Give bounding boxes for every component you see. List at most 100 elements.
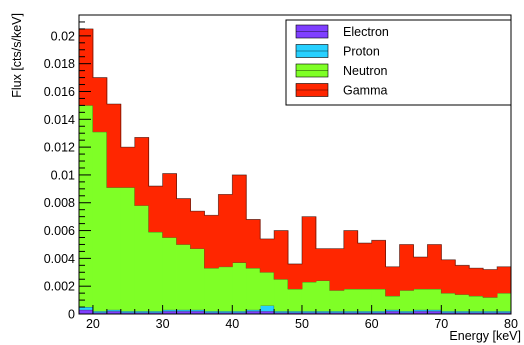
bar-proton (483, 311, 498, 313)
bar-proton (176, 309, 191, 312)
bar-neutron (427, 288, 442, 310)
legend-label-electron: Electron (343, 25, 389, 39)
bar-proton (469, 311, 484, 313)
bar-electron (497, 312, 512, 314)
y-tick-label: 0.012 (44, 141, 75, 155)
bar-electron (204, 312, 219, 314)
bar-neutron (441, 293, 456, 312)
legend-label-neutron: Neutron (343, 64, 388, 78)
y-axis-title: Flux [cts/s/keV] (10, 13, 24, 98)
bar-gamma (357, 243, 373, 289)
bar-gamma (469, 268, 484, 296)
bar-gamma (274, 230, 289, 280)
series-proton (79, 305, 512, 313)
y-tick-label: 0.016 (44, 85, 75, 99)
bar-electron (357, 312, 373, 314)
bar-electron (120, 312, 136, 314)
bar-electron (106, 311, 122, 314)
bar-proton (162, 309, 177, 312)
y-tick-label: 0.004 (44, 252, 75, 266)
bar-gamma (134, 137, 150, 206)
bar-gamma (497, 266, 512, 294)
bar-proton (106, 309, 122, 312)
bar-proton (260, 305, 275, 312)
bar-proton (148, 311, 164, 313)
bar-proton (246, 309, 261, 312)
x-tick-label: 70 (434, 317, 448, 331)
bar-gamma (371, 240, 386, 289)
x-tick-label: 30 (156, 317, 170, 331)
bar-proton (427, 309, 442, 312)
bar-electron (92, 312, 108, 314)
bar-neutron (190, 248, 205, 310)
legend-label-proton: Proton (343, 45, 380, 59)
series-neutron (79, 104, 512, 312)
bar-neutron (288, 288, 303, 312)
bar-gamma (92, 77, 108, 132)
bar-proton (343, 311, 359, 313)
bar-gamma (413, 256, 428, 289)
y-tick-label: 0.002 (44, 280, 75, 294)
x-tick-label: 40 (225, 317, 239, 331)
bar-gamma (329, 248, 345, 291)
bar-proton (232, 311, 247, 313)
bar-gamma (162, 173, 177, 238)
bar-neutron (315, 280, 331, 312)
bar-proton (413, 309, 428, 312)
bar-neutron (371, 288, 386, 312)
bar-neutron (357, 288, 373, 312)
bar-proton (497, 311, 512, 313)
bar-electron (469, 312, 484, 314)
bar-proton (79, 307, 94, 310)
legend: Electron Proton Neutron Gamma (285, 19, 512, 106)
bar-neutron (274, 279, 289, 312)
x-tick-label: 80 (504, 317, 518, 331)
bar-electron (315, 312, 331, 314)
series-outline-gamma (79, 28, 511, 270)
bar-neutron (204, 268, 219, 312)
bar-electron (176, 311, 191, 314)
bar-gamma (106, 104, 122, 188)
bar-neutron (79, 105, 94, 308)
bar-electron (427, 311, 442, 314)
plot-frame (78, 14, 512, 315)
bar-electron (218, 312, 233, 314)
bar-gamma (288, 263, 303, 289)
bar-proton (455, 311, 470, 313)
bar-electron (371, 312, 386, 314)
bar-electron (483, 312, 498, 314)
bar-electron (441, 312, 456, 314)
series-gamma (79, 28, 512, 298)
bar-electron (246, 311, 261, 314)
y-tick-label: 0 (68, 308, 75, 322)
histogram-bars (79, 28, 512, 314)
bar-gamma (148, 186, 164, 232)
bar-proton (204, 311, 219, 313)
axes: 0 0.002 0.004 0.006 0.008 0.01 0.012 0.014 0.016… (44, 14, 518, 331)
bar-electron (190, 311, 205, 314)
bar-gamma (343, 230, 359, 289)
bar-gamma (120, 147, 136, 188)
bar-electron (288, 312, 303, 314)
y-tick-label: 0.008 (44, 196, 75, 210)
bar-gamma (246, 219, 261, 269)
bar-proton (385, 309, 400, 312)
bar-gamma (190, 211, 205, 249)
bar-gamma (455, 265, 470, 295)
bar-neutron (385, 295, 400, 310)
bar-proton (399, 311, 414, 313)
bar-neutron (176, 244, 191, 310)
bar-gamma (427, 244, 442, 289)
bar-gamma (441, 259, 456, 294)
bar-electron (455, 312, 470, 314)
bar-electron (301, 312, 317, 314)
bar-electron (79, 309, 94, 314)
bar-proton (288, 311, 303, 313)
bar-neutron (301, 282, 317, 312)
bar-gamma (204, 215, 219, 269)
bar-neutron (329, 290, 345, 312)
y-tick-label: 0.006 (44, 224, 75, 238)
bar-neutron (246, 268, 261, 310)
bar-proton (92, 311, 108, 313)
